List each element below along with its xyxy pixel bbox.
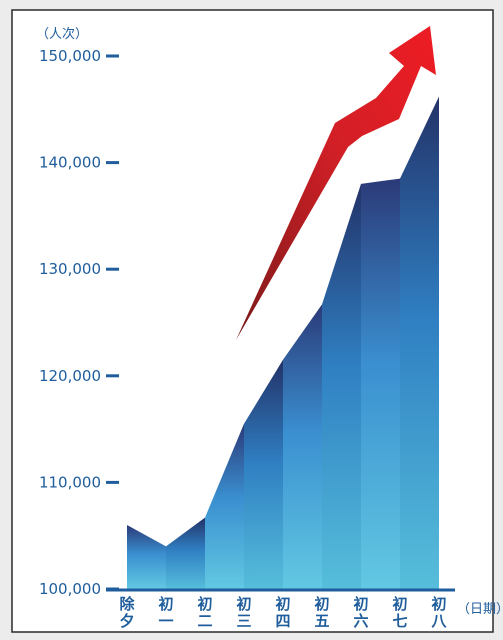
y-tick-label: 140,000	[39, 154, 101, 172]
y-tick-label: 100,000	[39, 580, 101, 598]
trend-arrow-icon	[236, 26, 436, 340]
x-tick-label: 初	[392, 595, 407, 613]
x-tick-label: 七	[392, 612, 407, 630]
area-segment	[322, 183, 361, 590]
x-tick-label: 初	[431, 595, 446, 613]
y-tick-label: 110,000	[39, 473, 101, 491]
y-axis-unit-label: （人次）	[36, 26, 88, 42]
x-tick-label: 初	[158, 595, 173, 613]
x-tick-label: 初	[197, 595, 212, 613]
area-segment	[283, 304, 322, 589]
area-segment	[244, 359, 283, 589]
area-segment	[127, 525, 166, 589]
x-tick-label: 八	[430, 612, 447, 630]
area-segment	[205, 423, 244, 589]
y-tick-label: 150,000	[39, 47, 101, 65]
x-tick-label: 六	[353, 612, 368, 630]
y-tick-label: 120,000	[39, 367, 101, 385]
x-axis-unit-label: （日期）	[457, 602, 503, 617]
x-tick-label: 初	[314, 595, 329, 613]
x-tick-label: 初	[275, 595, 290, 613]
x-tick-label: 夕	[119, 612, 134, 630]
y-tick-label: 130,000	[39, 260, 101, 278]
x-tick-label: 五	[314, 612, 329, 630]
x-tick-label: 初	[353, 595, 368, 613]
area-segment	[361, 178, 400, 589]
x-tick-label: 三	[236, 612, 251, 630]
x-tick-label: 四	[275, 612, 290, 630]
trend-arrow-layer	[236, 26, 436, 340]
axis-layer: 100,000 110,000 120,000 130,000 140,000 150,0…	[39, 47, 455, 630]
area-segment	[400, 96, 439, 590]
x-tick-label: 一	[158, 612, 173, 630]
x-tick-label: 二	[197, 612, 212, 630]
x-tick-label: 除	[119, 595, 135, 613]
x-tick-label: 初	[236, 595, 251, 613]
area-layer	[127, 96, 439, 590]
area-segment	[166, 517, 205, 589]
